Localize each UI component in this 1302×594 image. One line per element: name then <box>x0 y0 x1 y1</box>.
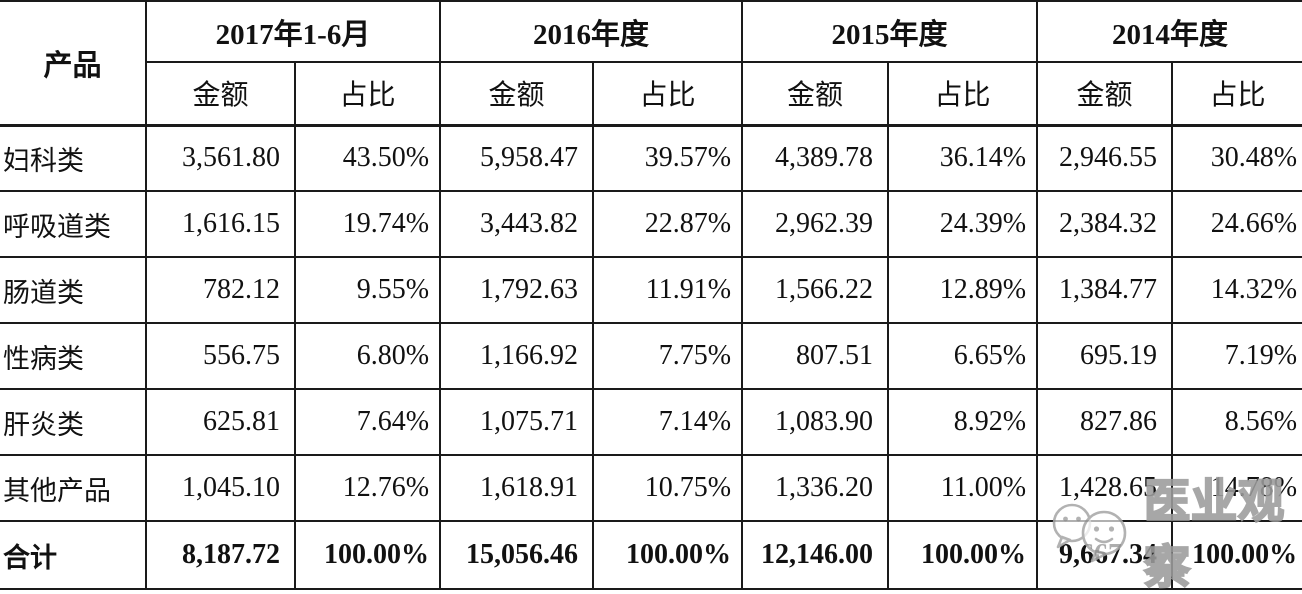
amount-cell: 1,428.65 <box>1036 454 1174 522</box>
amount-cell: 1,083.90 <box>741 388 890 456</box>
share-cell: 14.78% <box>1171 454 1302 522</box>
table-row: 妇科类 3,561.80 43.50% 5,958.47 39.57% 4,389.78 3… <box>0 124 1302 192</box>
share-cell: 100.00% <box>887 520 1039 590</box>
header-row-measures: 金额 占比 金额 占比 金额 占比 金额 占比 <box>0 61 1302 127</box>
col-header-amount: 金额 <box>145 61 296 127</box>
product-name: 性病类 <box>0 322 147 390</box>
share-cell: 12.76% <box>293 454 442 522</box>
amount-cell: 2,946.55 <box>1036 124 1174 192</box>
amount-cell: 3,561.80 <box>145 124 296 192</box>
share-cell: 9.55% <box>293 256 442 324</box>
amount-cell: 2,962.39 <box>741 190 890 258</box>
share-cell: 11.91% <box>592 256 744 324</box>
product-name: 呼吸道类 <box>0 190 147 258</box>
product-name: 妇科类 <box>0 124 147 192</box>
header-row-periods: 产品 2017年1-6月 2016年度 2015年度 2014年度 <box>0 0 1302 127</box>
amount-cell: 625.81 <box>145 388 296 456</box>
share-cell: 8.92% <box>887 388 1039 456</box>
amount-cell: 1,792.63 <box>439 256 595 324</box>
col-header-2016: 2016年度 <box>439 0 744 63</box>
share-cell: 8.56% <box>1171 388 1302 456</box>
amount-cell: 12,146.00 <box>741 520 890 590</box>
share-cell: 10.75% <box>592 454 744 522</box>
product-name: 其他产品 <box>0 454 147 522</box>
col-header-share: 占比 <box>293 61 442 127</box>
amount-cell: 1,166.92 <box>439 322 595 390</box>
product-name: 肝炎类 <box>0 388 147 456</box>
amount-cell: 4,389.78 <box>741 124 890 192</box>
share-cell: 22.87% <box>592 190 744 258</box>
table-row: 其他产品 1,045.10 12.76% 1,618.91 10.75% 1,336.20… <box>0 454 1302 522</box>
total-row: 合计 8,187.72 100.00% 15,056.46 100.00% 12,146.… <box>0 520 1302 590</box>
col-header-share: 占比 <box>1171 61 1302 127</box>
amount-cell: 807.51 <box>741 322 890 390</box>
share-cell: 6.80% <box>293 322 442 390</box>
amount-cell: 556.75 <box>145 322 296 390</box>
table-row: 呼吸道类 1,616.15 19.74% 3,443.82 22.87% 2,962.39… <box>0 190 1302 258</box>
share-cell: 24.39% <box>887 190 1039 258</box>
amount-cell: 3,443.82 <box>439 190 595 258</box>
product-name: 肠道类 <box>0 256 147 324</box>
share-cell: 7.14% <box>592 388 744 456</box>
col-header-2015: 2015年度 <box>741 0 1039 63</box>
share-cell: 100.00% <box>592 520 744 590</box>
share-cell: 30.48% <box>1171 124 1302 192</box>
amount-cell: 1,384.77 <box>1036 256 1174 324</box>
col-header-amount: 金额 <box>439 61 595 127</box>
share-cell: 11.00% <box>887 454 1039 522</box>
amount-cell: 1,075.71 <box>439 388 595 456</box>
share-cell: 7.75% <box>592 322 744 390</box>
table-row: 肠道类 782.12 9.55% 1,792.63 11.91% 1,566.22 12.8… <box>0 256 1302 324</box>
col-header-share: 占比 <box>887 61 1039 127</box>
share-cell: 100.00% <box>1171 520 1302 590</box>
share-cell: 100.00% <box>293 520 442 590</box>
share-cell: 14.32% <box>1171 256 1302 324</box>
share-cell: 6.65% <box>887 322 1039 390</box>
share-cell: 12.89% <box>887 256 1039 324</box>
amount-cell: 2,384.32 <box>1036 190 1174 258</box>
share-cell: 39.57% <box>592 124 744 192</box>
share-cell: 24.66% <box>1171 190 1302 258</box>
col-header-2017h1: 2017年1-6月 <box>144 0 442 63</box>
share-cell: 7.19% <box>1171 322 1302 390</box>
amount-cell: 1,616.15 <box>145 190 296 258</box>
amount-cell: 15,056.46 <box>439 520 595 590</box>
table-body: 妇科类 3,561.80 43.50% 5,958.47 39.57% 4,389.78 3… <box>0 124 1302 590</box>
table-row: 性病类 556.75 6.80% 1,166.92 7.75% 807.51 6.65% 69… <box>0 322 1302 390</box>
share-cell: 36.14% <box>887 124 1039 192</box>
amount-cell: 8,187.72 <box>145 520 296 590</box>
col-header-product: 产品 <box>0 0 147 127</box>
col-header-2014: 2014年度 <box>1036 0 1302 63</box>
col-header-amount: 金额 <box>1036 61 1174 127</box>
amount-cell: 782.12 <box>145 256 296 324</box>
share-cell: 7.64% <box>293 388 442 456</box>
col-header-amount: 金额 <box>741 61 890 127</box>
amount-cell: 9,667.34 <box>1036 520 1174 590</box>
share-cell: 19.74% <box>293 190 442 258</box>
amount-cell: 1,566.22 <box>741 256 890 324</box>
table-row: 肝炎类 625.81 7.64% 1,075.71 7.14% 1,083.90 8.92%… <box>0 388 1302 456</box>
amount-cell: 5,958.47 <box>439 124 595 192</box>
amount-cell: 1,336.20 <box>741 454 890 522</box>
amount-cell: 1,618.91 <box>439 454 595 522</box>
amount-cell: 827.86 <box>1036 388 1174 456</box>
amount-cell: 695.19 <box>1036 322 1174 390</box>
amount-cell: 1,045.10 <box>145 454 296 522</box>
share-cell: 43.50% <box>293 124 442 192</box>
total-label: 合计 <box>0 520 147 590</box>
col-header-share: 占比 <box>592 61 744 127</box>
